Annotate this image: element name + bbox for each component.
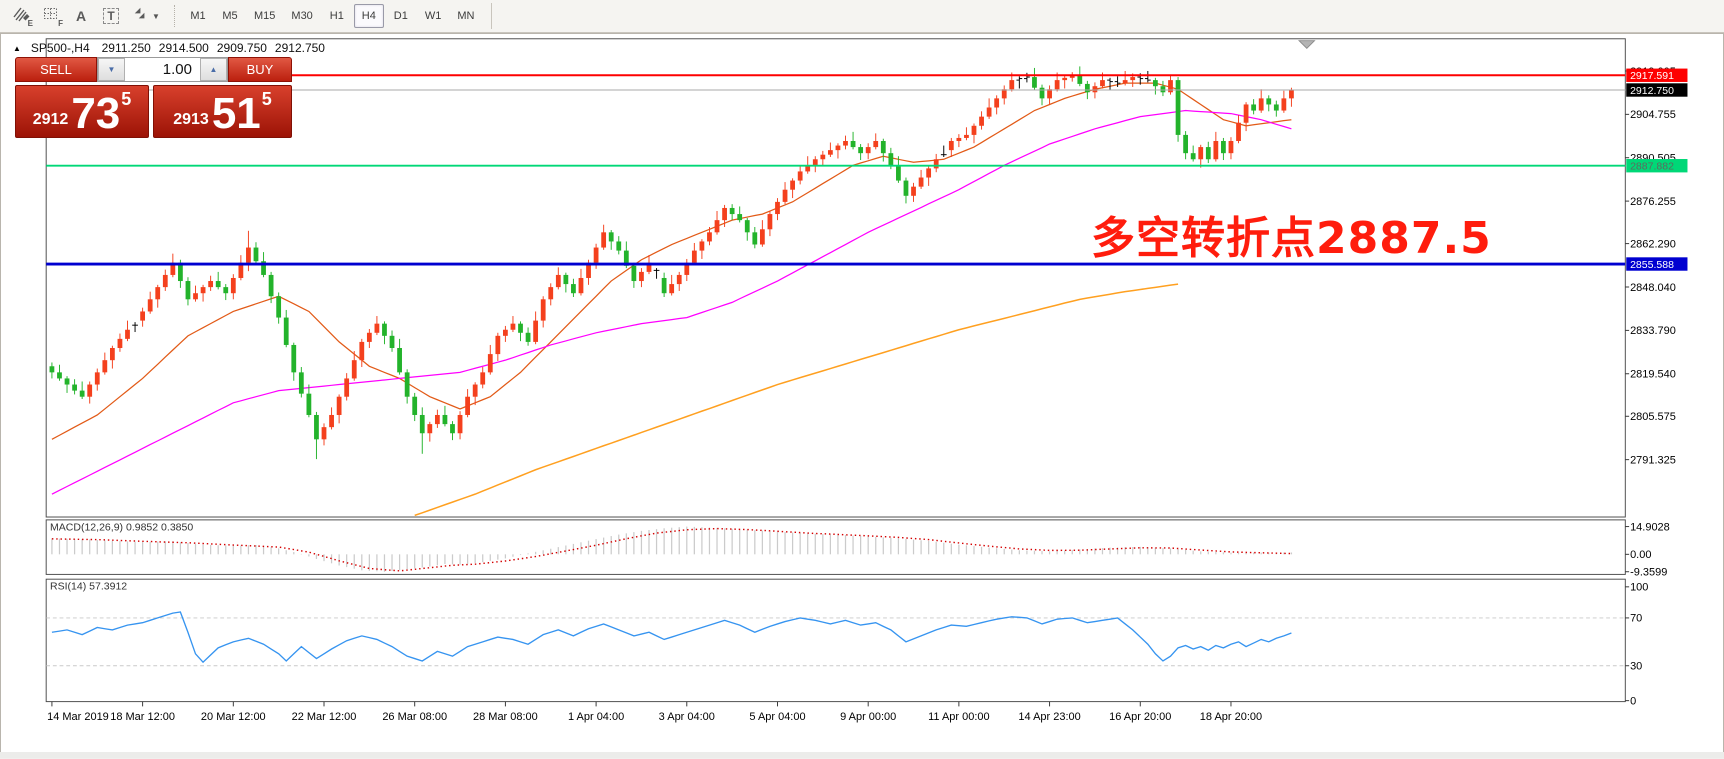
svg-text:2819.540: 2819.540 [1630,369,1676,381]
timeframe-button-M15[interactable]: M15 [247,4,282,28]
tool-sub-label: F [58,19,63,28]
svg-text:30: 30 [1630,661,1642,673]
svg-text:1 Apr 04:00: 1 Apr 04:00 [568,711,624,723]
rsi-line [52,612,1291,662]
volume-decrease-button[interactable]: ▼ [98,58,125,81]
text-label-icon: A [76,8,86,24]
symbol-timeframe-label: SP500-,H4 [31,41,90,55]
arrows-tool-icon [132,5,150,28]
svg-text:70: 70 [1630,613,1642,625]
current-price-tag: 2912.750 [1626,83,1687,97]
sell-price-prefix: 2912 [33,112,69,128]
svg-text:2904.755: 2904.755 [1630,109,1676,121]
svg-text:14.9028: 14.9028 [1630,521,1670,533]
text-label-tool-button[interactable]: A [66,3,96,29]
svg-text:2805.575: 2805.575 [1630,411,1676,423]
tool-sub-label: E [28,19,33,28]
svg-text:2833.790: 2833.790 [1630,325,1676,337]
price-tag: 2855.588 [1626,257,1687,271]
window-bottom-edge [0,752,1724,758]
price-tag: 2917.591 [1626,69,1687,83]
svg-text:28 Mar 08:00: 28 Mar 08:00 [473,711,538,723]
svg-text:3 Apr 04:00: 3 Apr 04:00 [659,711,715,723]
sell-price-display[interactable]: 2912 73 5 [15,85,149,138]
buy-price-display[interactable]: 2913 51 5 [153,85,292,138]
sell-price-big: 73 [71,96,120,132]
draw-lines-tool-button[interactable]: E [6,3,36,29]
timeframe-button-MN[interactable]: MN [450,4,481,28]
panel-frame [46,520,1625,575]
ma-line-slow [415,284,1178,515]
grid-tool-button[interactable]: F [36,3,66,29]
timeframe-button-M5[interactable]: M5 [215,4,245,28]
sell-price-sup: 5 [121,90,131,108]
svg-text:14 Apr 23:00: 14 Apr 23:00 [1018,711,1080,723]
moving-average-lines [52,83,1291,515]
text-box-tool-button[interactable]: T [96,3,126,29]
macd-label: MACD(12,26,9) 0.9852 0.3850 [50,521,193,533]
timeframe-button-M30[interactable]: M30 [284,4,319,28]
buy-price-prefix: 2913 [173,112,209,128]
svg-text:2876.255: 2876.255 [1630,196,1676,208]
buy-price-big: 51 [212,96,261,132]
volume-increase-button[interactable]: ▲ [200,58,227,81]
close-value: 2912.750 [275,41,325,55]
chart-shift-marker-icon[interactable] [1299,41,1314,49]
svg-text:2848.040: 2848.040 [1630,282,1676,294]
svg-text:2862.290: 2862.290 [1630,238,1676,250]
svg-text:14 Mar 2019: 14 Mar 2019 [47,711,109,723]
chart-text-annotation: 多空转折点2887.5 [1091,202,1492,266]
ma-line-mid [52,111,1291,495]
chart-window: 2919.0052904.7552890.5052876.2552862.290… [0,33,1724,758]
one-click-trade-widget: SELL ▼ ▲ BUY 2912 73 5 2913 51 5 [15,57,292,138]
svg-text:0.00: 0.00 [1630,549,1651,561]
buy-price-sup: 5 [262,90,272,108]
svg-text:5 Apr 04:00: 5 Apr 04:00 [749,711,805,723]
svg-text:18 Apr 20:00: 18 Apr 20:00 [1200,711,1262,723]
toolbar-separator [174,5,175,27]
svg-text:9 Apr 00:00: 9 Apr 00:00 [840,711,896,723]
dropdown-caret-icon: ▼ [152,12,160,21]
svg-text:2855.588: 2855.588 [1630,259,1674,271]
svg-text:0: 0 [1630,695,1636,707]
svg-text:11 Apr 00:00: 11 Apr 00:00 [928,711,989,723]
buy-button[interactable]: BUY [228,57,292,82]
timeframe-button-H4[interactable]: H4 [354,4,384,28]
rsi-label: RSI(14) 57.3912 [50,581,127,593]
svg-text:20 Mar 12:00: 20 Mar 12:00 [201,711,266,723]
volume-input[interactable] [125,58,200,81]
timeframe-button-D1[interactable]: D1 [386,4,416,28]
svg-text:2791.325: 2791.325 [1630,454,1676,466]
chart-canvas[interactable]: 2919.0052904.7552890.5052876.2552862.290… [1,34,1724,759]
ohlc-header: ▲ SP500-,H4 2911.250 2914.500 2909.750 2… [13,41,325,55]
svg-text:100: 100 [1630,582,1648,594]
timeframe-button-W1[interactable]: W1 [418,4,449,28]
macd-panel: 14.9028 0.00 -9.3599 MACD(12,26,9) 0.9852 0… [50,521,1670,578]
svg-text:-9.3599: -9.3599 [1630,567,1667,579]
sell-button[interactable]: SELL [15,57,97,82]
svg-text:2917.591: 2917.591 [1630,70,1674,82]
svg-text:26 Mar 08:00: 26 Mar 08:00 [382,711,447,723]
high-value: 2914.500 [159,41,209,55]
price-tag: 2887.882 [1626,159,1687,173]
svg-text:2912.750: 2912.750 [1630,85,1674,97]
toolbar-separator [491,3,492,29]
timeframe-button-H1[interactable]: H1 [322,4,352,28]
svg-text:16 Apr 20:00: 16 Apr 20:00 [1109,711,1171,723]
panel-frame [46,579,1625,701]
collapse-chart-icon[interactable]: ▲ [13,44,21,53]
volume-stepper: ▼ ▲ [97,57,228,82]
svg-text:2887.882: 2887.882 [1630,161,1674,173]
timeframe-button-M1[interactable]: M1 [183,4,213,28]
svg-text:18 Mar 12:00: 18 Mar 12:00 [110,711,175,723]
rsi-panel: 100 70 30 0 RSI(14) 57.3912 [46,581,1648,708]
svg-text:22 Mar 12:00: 22 Mar 12:00 [292,711,357,723]
open-value: 2911.250 [102,41,151,55]
arrows-tool-button[interactable]: ▼ [126,3,166,29]
text-box-icon: T [103,8,118,24]
low-value: 2909.750 [217,41,267,55]
